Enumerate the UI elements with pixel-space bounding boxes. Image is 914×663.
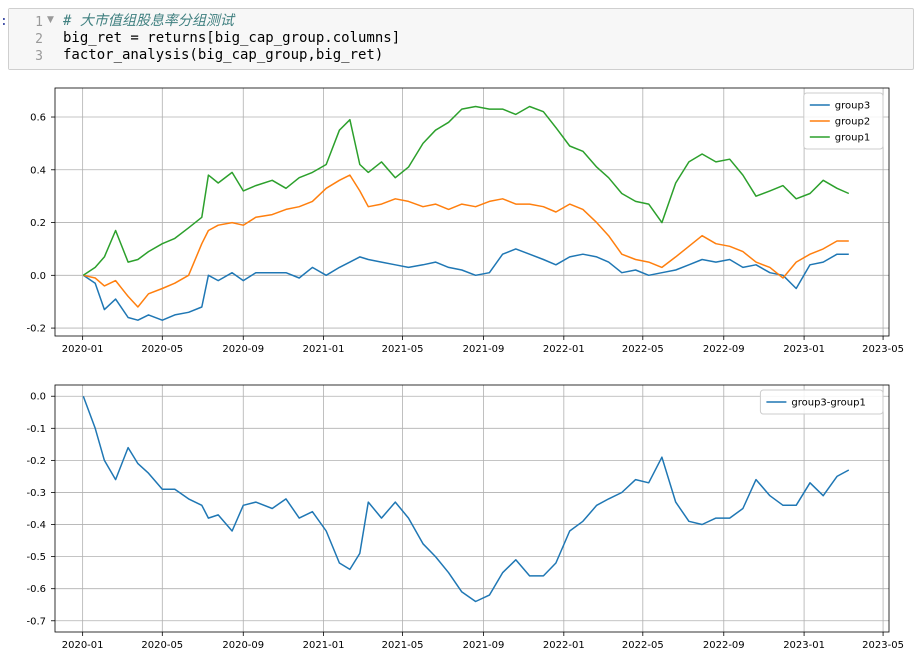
series-line-group2	[83, 174, 849, 308]
y-tick-label: 0.6	[30, 113, 46, 124]
code-cell-input[interactable]: 1 2 3 ▼ # 大市值组股息率分组测试 big_ret = returns[…	[8, 8, 914, 70]
y-tick-label: -0.5	[26, 552, 46, 563]
x-tick-label: 2023-01	[783, 344, 825, 355]
line-number: 1	[35, 15, 43, 30]
y-tick-label: -0.6	[26, 584, 46, 595]
x-tick-label: 2020-09	[222, 640, 264, 651]
chart-cumulative-returns: 2020-01 2020-05 2020-09 2021-01 2021-05 2021-…	[26, 87, 904, 355]
x-tick-label: 2023-05	[862, 640, 904, 651]
x-tick-label: 2021-05	[382, 640, 424, 651]
legend-label: group2	[835, 117, 870, 128]
x-tick-label: 2020-05	[141, 640, 183, 651]
y-tick-label: -0.2	[26, 456, 46, 467]
y-tick-label: 0.0	[30, 271, 46, 282]
chart-group-spread: 2020-01 2020-05 2020-09 2021-01 2021-05 2021-…	[26, 384, 904, 651]
line-number: 3	[35, 49, 43, 64]
axes-frame	[54, 384, 890, 633]
y-tick-label: -0.1	[26, 424, 46, 435]
y-tick-label: -0.3	[26, 488, 46, 499]
x-tick-label: 2022-09	[703, 344, 745, 355]
x-tick-label: 2021-05	[382, 344, 424, 355]
x-tick-label: 2023-05	[862, 344, 904, 355]
axes-frame	[54, 87, 890, 337]
series-line-group1	[82, 105, 850, 276]
x-tick-label: 2021-09	[463, 640, 505, 651]
y-tick-label: -0.4	[26, 520, 46, 531]
y-tick-label: -0.7	[26, 616, 46, 627]
code-line-comment: # 大市值组股息率分组测试	[63, 13, 234, 29]
cell-prompt-marker: :	[0, 14, 8, 29]
legend-label: group1	[835, 133, 870, 144]
y-tick-label: 0.4	[30, 165, 46, 176]
code-line: factor_analysis(big_cap_group,big_ret)	[63, 47, 384, 63]
x-tick-label: 2020-01	[62, 344, 104, 355]
legend-label: group3	[835, 101, 870, 112]
x-tick-label: 2022-05	[622, 640, 664, 651]
x-tick-label: 2020-05	[141, 344, 183, 355]
code-line: big_ret = returns[big_cap_group.columns]	[63, 30, 401, 46]
x-tick-label: 2022-01	[543, 640, 585, 651]
code-editor[interactable]: # 大市值组股息率分组测试 big_ret = returns[big_cap_…	[63, 13, 400, 64]
y-tick-label: 0.0	[30, 392, 46, 403]
series-line-group3	[82, 248, 849, 321]
x-tick-label: 2020-01	[62, 640, 104, 651]
line-number-gutter: 1 2 3	[9, 9, 43, 69]
y-tick-label: -0.2	[26, 324, 46, 335]
x-tick-label: 2020-09	[222, 344, 264, 355]
y-tick-label: 0.2	[30, 218, 46, 229]
fold-arrow-icon[interactable]: ▼	[47, 15, 54, 25]
line-number: 2	[35, 32, 43, 47]
x-tick-label: 2022-01	[543, 344, 585, 355]
series-line-group3-group1	[82, 395, 850, 603]
x-tick-label: 2022-09	[703, 640, 745, 651]
x-tick-label: 2022-05	[622, 344, 664, 355]
x-tick-label: 2021-01	[303, 344, 345, 355]
x-tick-label: 2021-01	[303, 640, 345, 651]
x-tick-label: 2021-09	[463, 344, 505, 355]
legend-box	[803, 92, 884, 150]
legend-label: group3-group1	[791, 398, 865, 409]
legend-box	[759, 389, 884, 415]
x-tick-label: 2023-01	[783, 640, 825, 651]
